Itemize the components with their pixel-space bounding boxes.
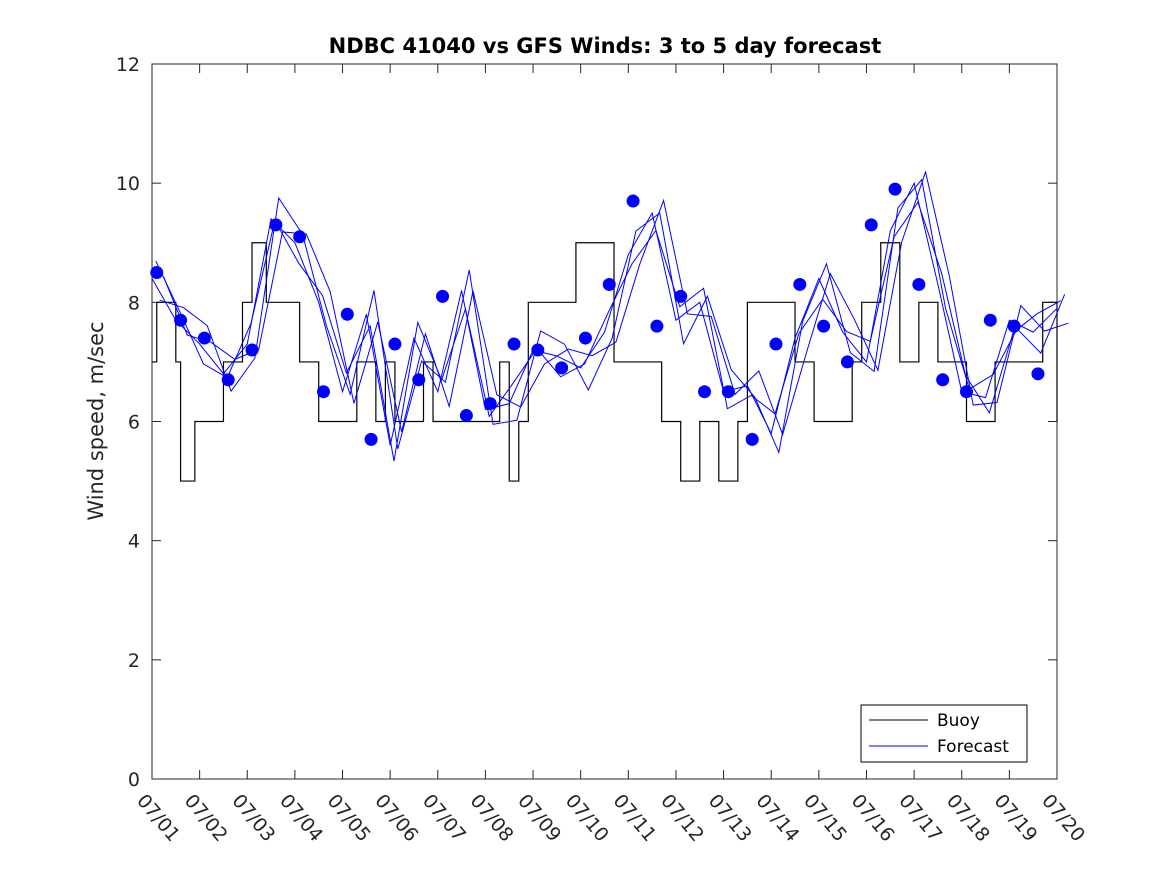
forecast-point [864,218,878,232]
x-tick-label: 07/20 [1037,790,1089,846]
forecast-point [269,218,283,232]
forecast-point [840,355,854,369]
forecast-point [721,385,735,399]
legend: Buoy Forecast [860,704,1028,763]
forecast-point [912,277,926,291]
forecast-point [245,343,259,357]
x-tick-label: 07/10 [561,790,613,846]
x-tick-label: 07/04 [275,790,327,846]
x-tick-label: 07/09 [513,790,565,846]
forecast-point [817,319,831,333]
forecast-point [793,277,807,291]
forecast-series-line [162,170,1069,437]
forecast-point [340,307,354,321]
forecast-point [983,313,997,327]
x-tick-label: 07/05 [323,790,375,846]
x-tick-label: 07/13 [704,790,756,846]
forecast-point [364,432,378,446]
forecast-point [1007,319,1021,333]
forecast-point [293,230,307,244]
x-tick-label: 07/01 [132,790,184,846]
x-tick-label: 07/08 [466,790,518,846]
y-tick-label: 12 [116,54,140,76]
forecast-point [174,313,188,327]
forecast-point [221,373,235,387]
legend-buoy-label: Buoy [937,711,980,731]
x-tick-label: 07/15 [799,790,851,846]
forecast-point [483,397,497,411]
legend-box [860,704,1028,763]
forecast-point [650,319,664,333]
y-tick-label: 8 [128,292,140,314]
x-tick-label: 07/18 [942,790,994,846]
forecast-point [507,337,521,351]
forecast-series-line [155,201,1062,462]
x-tick-label: 07/14 [751,790,803,846]
forecast-point [745,432,759,446]
forecast-point [436,289,450,303]
forecast-series-line [159,178,1066,455]
forecast-point [936,373,950,387]
forecast-point [531,343,545,357]
forecast-point [888,182,902,196]
forecast-point [578,331,592,345]
y-tick-label: 6 [128,412,140,434]
y-tick-label: 10 [116,173,140,195]
chart-title: NDBC 41040 vs GFS Winds: 3 to 5 day fore… [329,34,882,58]
x-tick-label: 07/19 [990,790,1042,846]
x-tick-label: 07/06 [370,790,422,846]
x-tick-label: 07/17 [894,790,946,846]
x-tick-label: 07/12 [656,790,708,846]
forecast-point [555,361,569,375]
forecast-point [197,331,211,345]
y-tick-label: 0 [128,769,140,791]
forecast-point [388,337,402,351]
x-tick-label: 07/16 [847,790,899,846]
legend-forecast-label: Forecast [937,737,1009,757]
forecast-point [626,194,640,208]
forecast-point [150,266,164,280]
forecast-point [674,289,688,303]
forecast-point [602,277,616,291]
plot-frame [151,63,1058,780]
x-tick-label: 07/07 [418,790,470,846]
y-axis-label: Wind speed, m/sec [84,321,108,520]
forecast-point [316,385,330,399]
x-tick-label: 07/02 [180,790,232,846]
y-tick-label: 2 [128,650,140,672]
forecast-series-line [151,181,1058,446]
buoy-series-line [152,242,1058,482]
y-tick-label: 4 [128,531,140,553]
x-tick-label: 07/03 [227,790,279,846]
forecast-point [412,373,426,387]
x-tick-label: 07/11 [608,790,660,846]
forecast-point [459,409,473,423]
forecast-point [960,385,973,399]
forecast-point [698,385,712,399]
forecast-point [769,337,783,351]
forecast-point [1031,367,1045,381]
